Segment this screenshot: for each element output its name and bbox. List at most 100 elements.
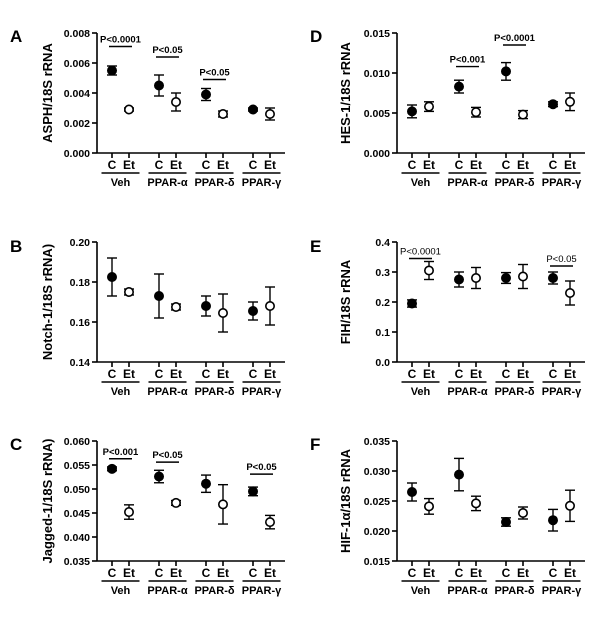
panel-c-ethanol-point <box>124 507 135 518</box>
panel-f-group-label: PPAR-γ <box>542 585 582 597</box>
panel-d-y-tick-label: 0.005 <box>364 108 390 120</box>
panel-e: E FIH/18S rRNA 0.0 0.1 0.2 0.3 0.4 C Et Veh C Et PPA… <box>310 237 585 398</box>
panel-c-y-tick-label: 0.035 <box>64 556 90 568</box>
panel-a-condition-label: Et <box>123 158 135 172</box>
panel-a-y-tick-label: 0.004 <box>64 88 90 100</box>
panel-f-condition-label: C <box>408 566 417 580</box>
panel-f-ethanol-point <box>423 501 434 512</box>
panel-b-y-axis-label: Notch-1/18S rRNA) <box>40 244 55 360</box>
panel-f-condition-label: C <box>549 566 558 580</box>
panel-f-control-point <box>500 516 511 527</box>
panel-b-letter: B <box>10 237 22 256</box>
panel-a-condition-label: Et <box>264 158 276 172</box>
panel-e-control-point <box>406 298 417 309</box>
panel-d-y-tick-label: 0.010 <box>364 68 390 80</box>
panel-a: A ASPH/18S rRNA 0.000 0.002 0.004 0.006 0.008 C… <box>10 27 285 189</box>
panel-f-control-point <box>453 469 464 480</box>
panel-c-group-label: PPAR-δ <box>194 585 234 597</box>
panel-c-condition-label: Et <box>123 566 135 580</box>
panel-c-p-value: P<0.05 <box>246 462 277 473</box>
panel-e-condition-label: C <box>408 367 417 381</box>
panel-c-control-point <box>248 486 259 497</box>
panel-d-p-value: P<0.001 <box>450 55 486 66</box>
panel-a-control-point <box>248 104 259 115</box>
panel-b-ethanol-point <box>218 307 229 318</box>
panel-d-condition-label: Et <box>470 158 482 172</box>
panel-b-condition-label: Et <box>170 367 182 381</box>
panel-e-condition-label: C <box>549 367 558 381</box>
panel-e-control-point <box>547 272 558 283</box>
panel-e-condition-label: Et <box>423 367 435 381</box>
panel-a-y-tick-label: 0.008 <box>64 28 90 40</box>
panel-d-letter: D <box>310 27 322 46</box>
panel-c-condition-label: C <box>155 566 164 580</box>
panel-b-control-point <box>201 300 212 311</box>
panel-d-group-label: PPAR-δ <box>494 177 534 189</box>
panel-f-y-tick-label: 0.015 <box>364 556 390 568</box>
panel-f: F HIF-1α/18S rRNA 0.015 0.020 0.025 0.030 0.03… <box>310 435 585 597</box>
panel-a-condition-label: C <box>108 158 117 172</box>
panel-a-group-label: PPAR-δ <box>194 177 234 189</box>
panel-f-ethanol-point <box>470 498 481 509</box>
panel-a-condition-label: C <box>202 158 211 172</box>
panel-c-condition-label: Et <box>264 566 276 580</box>
panel-e-condition-label: Et <box>470 367 482 381</box>
panel-e-p-value: P<0.05 <box>546 254 576 265</box>
panel-a-ethanol-point <box>218 109 229 120</box>
panel-a-control-point <box>154 80 165 91</box>
panel-c-p-value: P<0.001 <box>103 447 139 458</box>
panel-b-y-tick-label: 0.16 <box>70 317 91 329</box>
panel-f-y-tick-label: 0.025 <box>364 496 390 508</box>
panel-b-y-tick-label: 0.20 <box>70 237 91 249</box>
panel-c-group-label: PPAR-γ <box>242 585 282 597</box>
panel-a-y-tick-label: 0.006 <box>64 58 90 70</box>
panel-c-control-point <box>154 471 165 482</box>
panel-e-condition-label: C <box>455 367 464 381</box>
panel-a-group-label: PPAR-γ <box>242 177 282 189</box>
panel-f-y-tick-label: 0.030 <box>364 466 390 478</box>
panel-f-control-point <box>406 486 417 497</box>
panel-d-ethanol-point <box>423 101 434 112</box>
panel-a-p-value: P<0.05 <box>199 68 230 79</box>
panel-f-letter: F <box>310 435 320 454</box>
panel-d-ethanol-point <box>470 107 481 118</box>
panel-b-group-label: PPAR-γ <box>242 386 282 398</box>
panel-a-ethanol-point <box>171 97 182 108</box>
panel-c-ethanol-point <box>218 499 229 510</box>
panel-d-condition-label: C <box>502 158 511 172</box>
panel-c-condition-label: Et <box>217 566 229 580</box>
panel-a-ethanol-point <box>124 104 135 115</box>
panel-d-condition-label: Et <box>564 158 576 172</box>
panel-e-y-axis-label: FIH/18S rRNA <box>338 259 353 344</box>
panel-b-group-label: PPAR-α <box>147 386 187 398</box>
panel-e-ethanol-point <box>470 272 481 283</box>
panel-f-y-tick-label: 0.020 <box>364 526 390 538</box>
panel-d-control-point <box>406 106 417 117</box>
panel-e-control-point <box>500 272 511 283</box>
panel-c-condition-label: Et <box>170 566 182 580</box>
panel-d-condition-label: C <box>408 158 417 172</box>
panel-e-y-tick-label: 0.2 <box>375 297 390 309</box>
panel-c-control-point <box>201 478 212 489</box>
panel-c: C Jagged-1/18S rRNA) 0.035 0.040 0.045 0.050 0… <box>10 435 285 597</box>
panel-e-condition-label: Et <box>564 367 576 381</box>
panel-a-control-point <box>107 65 118 76</box>
panel-e-group-label: Veh <box>411 386 431 398</box>
panel-d-control-point <box>453 81 464 92</box>
panel-f-condition-label: C <box>455 566 464 580</box>
panel-b-ethanol-point <box>264 300 275 311</box>
panel-c-y-tick-label: 0.060 <box>64 436 90 448</box>
panel-d-condition-label: C <box>549 158 558 172</box>
panel-d-control-point <box>547 99 558 110</box>
panel-d-condition-label: Et <box>517 158 529 172</box>
panel-c-y-tick-label: 0.050 <box>64 484 90 496</box>
panel-a-condition-label: C <box>155 158 164 172</box>
panel-c-control-point <box>107 463 118 474</box>
panel-f-condition-label: Et <box>564 566 576 580</box>
panel-c-y-tick-label: 0.055 <box>64 460 90 472</box>
panel-c-condition-label: C <box>108 566 117 580</box>
panel-c-letter: C <box>10 435 22 454</box>
panel-c-ethanol-point <box>171 497 182 508</box>
panel-f-condition-label: C <box>502 566 511 580</box>
